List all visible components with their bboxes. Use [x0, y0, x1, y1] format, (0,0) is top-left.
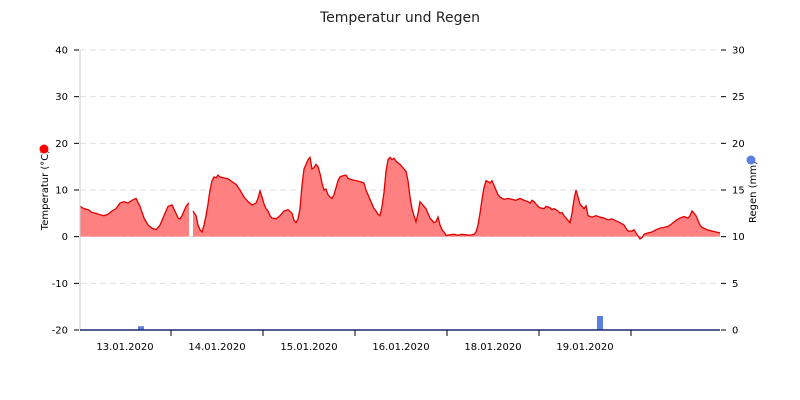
x-tick-label: 19.01.2020	[556, 342, 613, 353]
temperature-line	[79, 197, 190, 231]
left-axis-label: Temperatur (°C)	[40, 150, 51, 231]
rain-legend-dot	[746, 155, 756, 165]
rain-bar	[597, 316, 603, 330]
right-tick-label: 15	[732, 186, 745, 197]
x-tick-label: 16.01.2020	[372, 342, 429, 353]
right-axis-title: Regen (mm)	[748, 161, 759, 223]
right-tick-label: 30	[732, 46, 745, 57]
temperature-line	[192, 155, 721, 240]
left-tick-label: -10	[52, 279, 68, 290]
rain-bars	[138, 316, 603, 330]
left-tick-label: 20	[55, 139, 68, 150]
left-tick-label: 0	[62, 232, 68, 243]
right-axis-label: Regen (mm)	[748, 161, 759, 223]
x-tick-label: 13.01.2020	[96, 342, 153, 353]
left-axis-ticks: 40 30 20 10 0 -10 -20	[52, 46, 79, 337]
x-tick-label: 15.01.2020	[280, 342, 337, 353]
right-tick-label: 0	[732, 326, 738, 337]
rain-bar	[138, 326, 144, 330]
right-tick-label: 25	[732, 92, 745, 103]
temperature-legend-dot	[39, 144, 49, 154]
left-tick-label: 30	[55, 92, 68, 103]
right-axis-ticks: 30 25 20 15 10 5 0	[721, 46, 745, 337]
temperature-area-fill	[80, 198, 189, 237]
left-tick-label: -20	[52, 326, 68, 337]
left-tick-label: 10	[55, 186, 68, 197]
axes	[79, 50, 720, 331]
left-tick-label: 40	[55, 46, 68, 57]
right-tick-label: 10	[732, 232, 745, 243]
right-tick-label: 5	[732, 279, 738, 290]
chart-title: Temperatur und Regen	[319, 10, 480, 26]
x-tick-label: 14.01.2020	[188, 342, 245, 353]
x-axis-ticks: 13.01.2020 14.01.2020 15.01.2020 16.01.2020…	[96, 330, 632, 353]
right-tick-label: 20	[732, 139, 745, 150]
temperature-area-fill	[193, 157, 720, 239]
left-axis-title: Temperatur (°C)	[40, 150, 51, 231]
temperature-area	[79, 155, 721, 240]
x-tick-label: 18.01.2020	[464, 342, 521, 353]
